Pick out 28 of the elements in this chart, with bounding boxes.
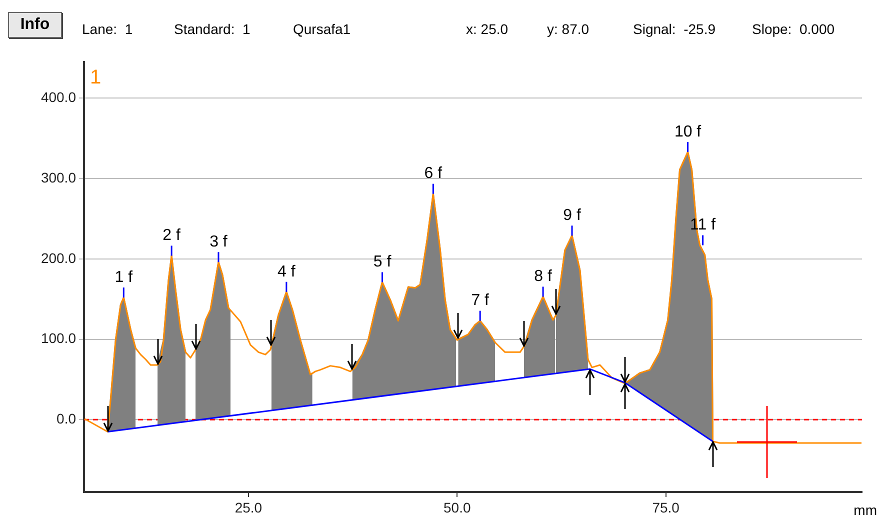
annotation: 8 f <box>534 268 552 286</box>
x-axis-title: mm <box>854 502 877 518</box>
annotation: 5 f <box>373 254 392 271</box>
annotation: 6 f <box>424 165 443 182</box>
text: Signal: -25.9 <box>633 21 716 37</box>
annotation: 10 f <box>674 123 702 140</box>
annotation: 9 f <box>563 207 582 224</box>
annotation: 7 f <box>471 292 490 310</box>
annotation: 2 f <box>162 227 182 244</box>
y-tick-label: 100.0 <box>40 330 76 346</box>
annotation: 4 f <box>278 263 296 280</box>
text: Lane: 1 <box>82 21 133 37</box>
y-tick-label: 400.0 <box>40 89 76 106</box>
annotation: 3 f <box>210 234 228 251</box>
text: x: 25.0 <box>466 21 508 37</box>
annotation: 1 f <box>114 268 134 286</box>
y-tick-label: 300.0 <box>40 169 76 186</box>
text: Info <box>8 12 62 38</box>
y-tick-label: 200.0 <box>40 250 76 266</box>
text: Standard: 1 <box>174 21 250 37</box>
x-tick-label: 50.0 <box>444 499 471 516</box>
y-tick-label: 0.0 <box>56 410 76 427</box>
text: y: 87.0 <box>547 21 590 37</box>
text: Qursafa1 <box>293 21 351 37</box>
x-tick-label: 25.0 <box>234 499 262 516</box>
x-tick-label: 75.0 <box>652 499 680 516</box>
annotation: 1 <box>90 66 102 89</box>
text: Slope: 0.000 <box>752 21 835 37</box>
